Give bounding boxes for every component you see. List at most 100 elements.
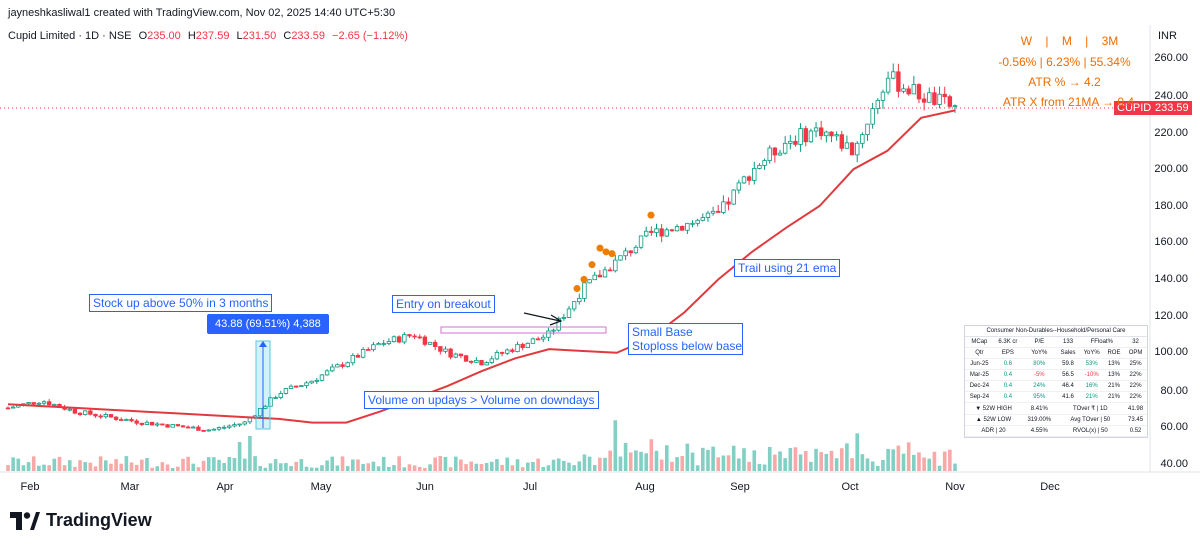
y-tick: 240.00 xyxy=(1154,90,1188,102)
volume-bar xyxy=(608,450,612,471)
volume-bar xyxy=(78,460,82,471)
candle-body xyxy=(278,393,283,398)
candle-body xyxy=(932,92,937,105)
x-tick: Jul xyxy=(522,481,538,493)
candle-body xyxy=(818,127,824,137)
volume-bar xyxy=(536,458,540,471)
candle-body xyxy=(520,343,525,348)
candle-body xyxy=(767,147,772,161)
volume-bar xyxy=(526,462,530,471)
candle-body xyxy=(170,424,175,428)
measure-arrowhead xyxy=(259,341,267,347)
y-tick: 200.00 xyxy=(1154,163,1188,175)
candle-body xyxy=(391,336,397,343)
candle-body xyxy=(134,420,139,424)
volume-bar xyxy=(587,456,592,471)
candle-body xyxy=(381,343,386,345)
volume-bar xyxy=(320,465,324,471)
annotation-stock-up[interactable]: Stock up above 50% in 3 months xyxy=(89,294,273,312)
volume-bar xyxy=(572,465,576,471)
annotation-trail[interactable]: Trail using 21 ema xyxy=(734,259,841,277)
candle-body xyxy=(288,385,294,389)
volume-bar xyxy=(829,450,834,471)
volume-bar xyxy=(639,451,643,471)
table-cell: 16% xyxy=(1079,380,1104,392)
candle-body xyxy=(906,88,911,95)
candle-body xyxy=(474,360,479,363)
candle-body xyxy=(10,406,16,409)
table-header: Sales xyxy=(1056,347,1080,359)
candle-body xyxy=(247,417,253,423)
momentum-dot xyxy=(647,211,655,219)
candle-body xyxy=(113,416,119,420)
volume-bar xyxy=(155,466,160,471)
x-tick: Mar xyxy=(120,481,140,493)
candle-body xyxy=(427,341,433,345)
candle-body xyxy=(515,343,520,352)
candle-body xyxy=(396,336,402,343)
volume-bar xyxy=(253,456,257,471)
candle-body xyxy=(690,222,695,225)
table-cell: 46.4 xyxy=(1056,380,1080,392)
candle-body xyxy=(31,402,36,405)
volume-bar xyxy=(860,454,865,471)
volume-bar xyxy=(814,448,818,471)
candle-body xyxy=(304,382,309,386)
volume-bar xyxy=(176,466,180,471)
volume-bar xyxy=(16,458,21,471)
candle-body xyxy=(705,212,711,218)
table-cell: 0.4 xyxy=(993,380,1023,392)
volume-bar xyxy=(520,467,525,471)
high-value: 237.59 xyxy=(195,30,230,42)
candle-body xyxy=(155,423,160,426)
volume-bar xyxy=(479,464,484,471)
table-cell: ▼ 52W HIGH xyxy=(965,402,1023,415)
volume-bar xyxy=(6,465,10,471)
annotation-small-base[interactable]: Small Base Stoploss below base xyxy=(628,323,743,355)
candle-body xyxy=(469,360,474,363)
candle-body xyxy=(366,349,371,351)
table-cell: 95% xyxy=(1022,391,1057,403)
atr-x-21ma: ATR X from 21MA → 0.4 xyxy=(1002,95,1135,109)
volume-bar xyxy=(803,450,808,471)
volume-bar xyxy=(505,457,510,471)
volume-bar xyxy=(788,448,793,471)
annotation-volume[interactable]: Volume on updays > Volume on downdays xyxy=(364,391,599,409)
volume-bar xyxy=(623,442,628,471)
volume-bar xyxy=(901,453,906,471)
table-header-row: Qtr EPS YoY% Sales YoY% ROE OPM xyxy=(965,347,1147,359)
fundamentals-table[interactable]: Consumer Non-Durables--Household/Persona… xyxy=(964,325,1148,438)
volume-bar xyxy=(119,463,124,471)
y-tick: 60.00 xyxy=(1160,421,1188,433)
volume-bar xyxy=(361,463,365,471)
y-tick: 120.00 xyxy=(1154,310,1188,322)
volume-bar xyxy=(582,454,587,471)
table-cell: TOver ₹ | 1D xyxy=(1056,402,1125,415)
symbol-title[interactable]: Cupid Limited · 1D · NSE xyxy=(8,30,132,42)
volume-bar xyxy=(186,456,190,471)
candle-body xyxy=(26,402,31,405)
candle-body xyxy=(813,127,819,132)
candle-body xyxy=(376,343,381,346)
tradingview-logo[interactable]: TradingView xyxy=(10,510,152,531)
annotation-entry[interactable]: Entry on breakout xyxy=(392,295,495,313)
table-cell: Mar-25 xyxy=(965,369,994,381)
volume-bar xyxy=(284,462,288,471)
volume-bar xyxy=(469,461,474,471)
volume-bar xyxy=(886,448,890,471)
candle-body xyxy=(438,346,443,352)
table-header: YoY% xyxy=(1079,347,1104,359)
candle-body xyxy=(788,140,793,144)
price-tag-value: 233.59 xyxy=(1152,101,1192,115)
volume-bar xyxy=(345,466,350,471)
table-cell: 13% xyxy=(1103,358,1125,370)
table-cell: 21% xyxy=(1079,391,1104,403)
candle-body xyxy=(299,385,304,388)
candle-body xyxy=(294,385,299,388)
candle-body xyxy=(803,128,808,143)
volume-bar xyxy=(474,463,479,471)
x-tick: Feb xyxy=(20,481,40,493)
measure-label[interactable]: 43.88 (69.51%) 4,388 xyxy=(207,314,329,334)
volume-bar xyxy=(834,458,839,471)
